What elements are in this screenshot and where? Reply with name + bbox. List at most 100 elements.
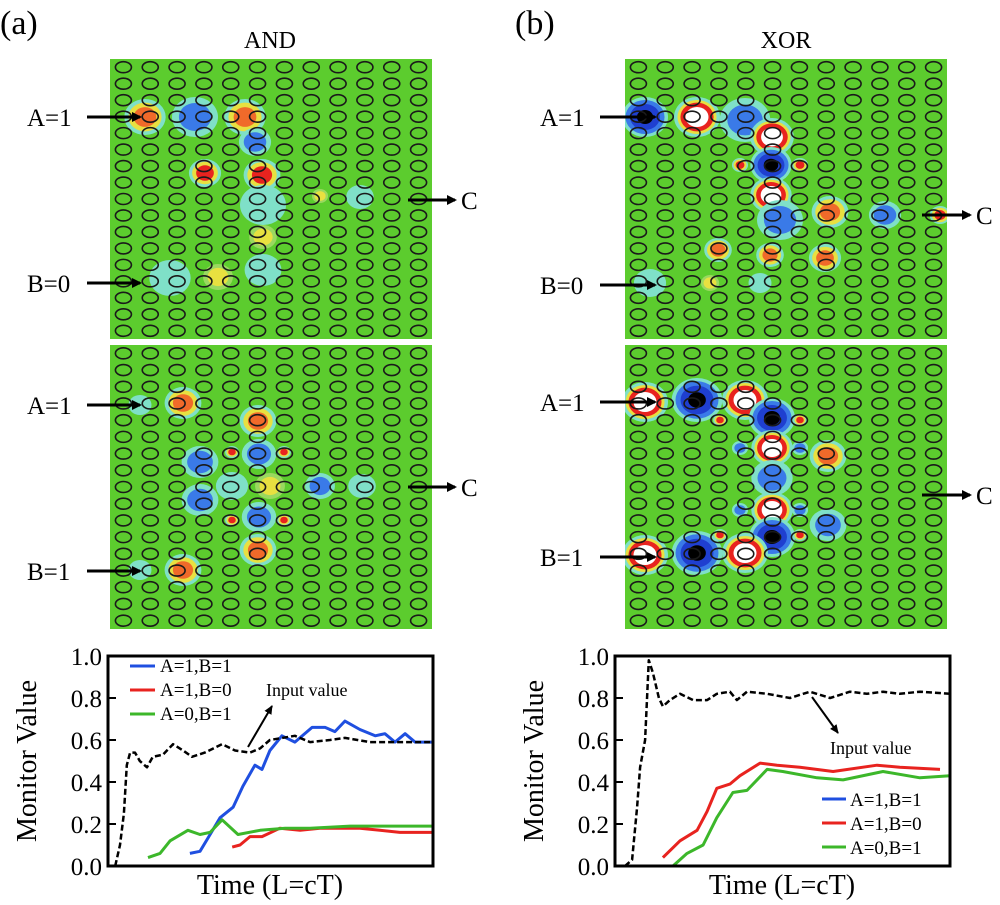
dielectric-rod <box>248 530 267 544</box>
dielectric-rod <box>356 514 374 527</box>
dielectric-rod <box>195 159 213 173</box>
dielectric-rod <box>275 547 294 561</box>
field-map <box>110 345 432 629</box>
dielectric-rod <box>168 413 186 427</box>
input-value-annotation: Input value <box>830 738 911 758</box>
y-tick-label: 0.4 <box>578 770 610 797</box>
dielectric-rod <box>329 480 347 494</box>
dielectric-rod <box>168 597 186 611</box>
dielectric-rod <box>221 258 240 272</box>
dielectric-rod <box>329 291 347 305</box>
dielectric-rod <box>817 159 836 173</box>
legend: A=1,B=1 A=1,B=0 A=0,B=1 <box>822 790 922 859</box>
dielectric-rod <box>656 530 675 544</box>
dielectric-rod <box>356 77 374 91</box>
dielectric-rod <box>141 242 160 255</box>
dielectric-rod <box>736 597 755 611</box>
dielectric-rod <box>629 225 648 239</box>
dielectric-rod <box>763 242 782 255</box>
dielectric-rod <box>924 324 943 338</box>
dielectric-rod <box>221 514 240 527</box>
dielectric-rod <box>114 176 133 189</box>
dielectric-rod <box>168 258 186 272</box>
dielectric-rod <box>629 291 648 305</box>
field-spot <box>187 488 213 512</box>
dielectric-rod <box>683 242 701 255</box>
dielectric-rod <box>763 514 782 527</box>
dielectric-rod <box>141 324 160 338</box>
dielectric-rod <box>356 447 374 460</box>
dielectric-rod <box>114 209 133 222</box>
dielectric-rod <box>656 258 675 272</box>
dielectric-rod <box>168 324 186 338</box>
dielectric-rod <box>844 291 862 305</box>
dielectric-rod <box>248 397 267 410</box>
dielectric-rod <box>409 347 428 360</box>
dielectric-rod <box>924 159 943 173</box>
dielectric-rod <box>141 77 160 91</box>
input-a-label: A=1 <box>540 390 585 417</box>
dielectric-rod <box>844 547 862 561</box>
dielectric-rod <box>736 60 755 74</box>
input-b-label: B=1 <box>27 559 70 586</box>
dielectric-rod <box>897 614 916 627</box>
dielectric-rod <box>656 580 675 594</box>
dielectric-rod <box>817 307 836 321</box>
dielectric-rod <box>356 159 374 173</box>
dielectric-rod <box>329 530 347 544</box>
dielectric-rod <box>409 159 428 173</box>
dielectric-rod <box>356 291 374 305</box>
dielectric-rod <box>195 143 213 156</box>
dielectric-rod <box>817 209 836 222</box>
dielectric-rod <box>168 209 186 222</box>
dielectric-rod <box>302 110 321 123</box>
dielectric-rod <box>710 77 728 91</box>
field-map <box>110 59 432 339</box>
dielectric-rod <box>736 447 755 460</box>
dielectric-rod <box>683 159 701 173</box>
field-map <box>625 59 947 339</box>
y-tick-label: 0.4 <box>71 770 103 797</box>
dielectric-rod <box>114 159 133 173</box>
dielectric-rod <box>736 324 755 338</box>
dielectric-rod <box>656 159 675 173</box>
dielectric-rod <box>763 258 782 272</box>
field-spot <box>873 205 897 225</box>
panel-letter-a: (a) <box>0 5 38 42</box>
dielectric-rod <box>195 447 213 460</box>
dielectric-rod <box>409 275 428 288</box>
dielectric-rod <box>329 60 347 74</box>
dielectric-rod <box>409 258 428 272</box>
dielectric-rod <box>790 547 809 561</box>
dielectric-rod <box>736 77 755 91</box>
dielectric-rod <box>629 60 648 74</box>
dielectric-rod <box>736 430 755 444</box>
output-c-label: C <box>461 475 478 502</box>
dielectric-rod <box>248 614 267 627</box>
dielectric-rod <box>114 514 133 527</box>
field-maps <box>110 59 947 629</box>
dielectric-rod <box>844 413 862 427</box>
dielectric-rod <box>329 564 347 577</box>
dielectric-rod <box>763 225 782 239</box>
dielectric-rod <box>656 447 675 460</box>
dielectric-rod <box>195 497 213 511</box>
map-labels: A=1 B=0 C A=1 B=1 C A=1 B=0 C A=1 B=1 C <box>27 105 993 586</box>
dielectric-rod <box>275 110 294 123</box>
dielectric-rod <box>168 126 186 140</box>
field-spot <box>233 107 257 127</box>
dielectric-rod <box>897 258 916 272</box>
dielectric-rod <box>221 275 240 288</box>
dielectric-rod <box>736 514 755 527</box>
dielectric-rod <box>629 126 648 140</box>
input-b-label: B=0 <box>540 273 583 300</box>
dielectric-rod <box>817 324 836 338</box>
dielectric-rod <box>275 242 294 255</box>
legend-label: A=1,B=1 <box>160 656 232 677</box>
dielectric-rod <box>195 463 213 477</box>
field-spot <box>253 228 273 246</box>
dielectric-rod <box>248 380 267 394</box>
dielectric-rod <box>302 258 321 272</box>
dielectric-rod <box>817 597 836 611</box>
dielectric-rod <box>382 192 401 206</box>
